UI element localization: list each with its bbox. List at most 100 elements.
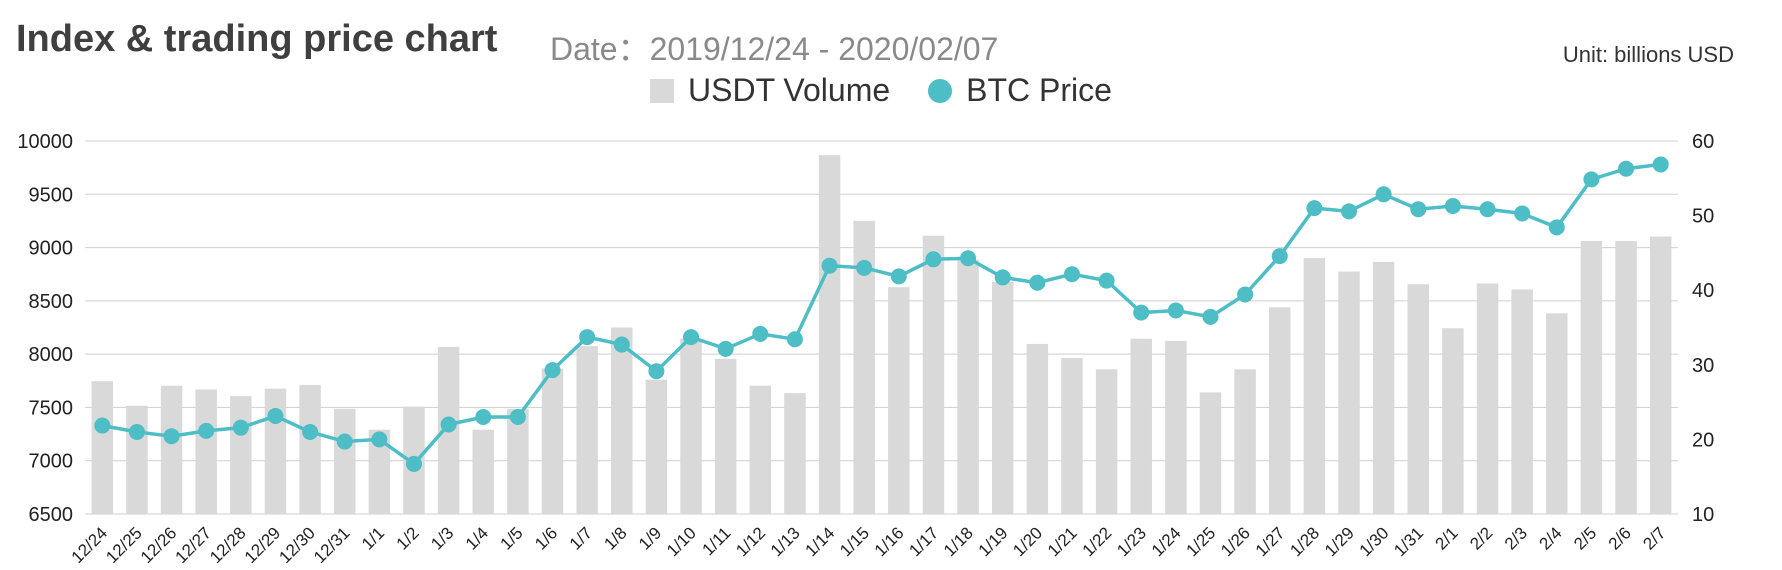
price-point	[752, 325, 769, 342]
price-point	[856, 259, 873, 276]
legend-swatch-price	[928, 78, 953, 103]
price-point	[821, 257, 838, 274]
x-tick-label: 1/26	[1217, 523, 1254, 560]
x-tick-label: 2/4	[1535, 523, 1565, 553]
volume-bar	[1476, 283, 1499, 514]
x-tick-label: 1/3	[427, 523, 457, 553]
y-right-tick-label: 20	[1692, 429, 1714, 451]
volume-bar	[1407, 284, 1430, 514]
price-point	[1167, 302, 1184, 319]
legend-item-volume: USDT Volume	[650, 72, 890, 109]
volume-bar	[645, 379, 668, 514]
y-left-tick-label: 8000	[29, 344, 74, 366]
price-point	[994, 269, 1011, 286]
volume-bar	[1061, 358, 1083, 514]
price-point	[717, 340, 734, 357]
price-line	[101, 162, 1661, 467]
y-left-tick-label: 6500	[29, 504, 74, 526]
price-point	[613, 336, 630, 353]
x-tick-label: 1/22	[1079, 523, 1116, 560]
x-tick-label: 1/13	[767, 523, 804, 560]
x-tick-label: 1/16	[871, 523, 908, 560]
volume-bar	[507, 408, 529, 514]
x-tick-label: 12/28	[206, 523, 250, 567]
price-point	[1479, 201, 1496, 218]
chart-date-range: Date：2019/12/24 - 2020/02/07	[550, 31, 999, 67]
chart-title: Index & trading price chart	[16, 18, 498, 60]
price-point	[1618, 160, 1635, 177]
volume-bar	[126, 405, 148, 514]
volume-bar	[1234, 369, 1256, 514]
x-tick-label: 1/30	[1356, 523, 1393, 560]
x-tick-label: 2/7	[1639, 523, 1669, 553]
volume-bar	[1546, 313, 1568, 514]
x-tick-label: 1/28	[1286, 523, 1323, 560]
price-point	[302, 423, 319, 440]
x-tick-label: 1/7	[566, 523, 596, 553]
price-point	[1583, 171, 1600, 188]
volume-bar	[1442, 328, 1464, 514]
price-point	[1514, 205, 1531, 222]
y-left-tick-label: 9500	[29, 184, 74, 206]
volume-bar	[922, 235, 945, 514]
x-tick-label: 12/24	[68, 523, 112, 567]
price-point	[1652, 156, 1669, 173]
x-tick-label: 2/1	[1432, 523, 1462, 553]
volume-bar	[1095, 369, 1118, 514]
volume-bar	[1269, 307, 1291, 514]
price-point	[1063, 266, 1080, 283]
x-tick-label: 12/26	[137, 523, 181, 567]
volume-bar	[160, 385, 183, 514]
y-right-tick-label: 40	[1692, 280, 1714, 302]
x-tick-label: 1/14	[802, 523, 839, 560]
price-point	[94, 417, 111, 434]
price-point	[1237, 286, 1254, 303]
x-tick-label: 1/4	[462, 523, 492, 553]
volume-bar	[91, 381, 114, 514]
volume-bar	[818, 155, 841, 514]
volume-bar	[1199, 392, 1222, 514]
x-tick-label: 1/20	[1009, 523, 1046, 560]
legend: USDT Volume BTC Price	[650, 72, 1150, 109]
x-tick-label: 12/30	[275, 523, 319, 567]
price-point	[1341, 203, 1358, 220]
y-right-tick-label: 10	[1692, 504, 1714, 526]
price-point	[1029, 274, 1046, 291]
price-point	[163, 428, 180, 445]
volume-bar	[888, 287, 910, 514]
price-point	[405, 455, 422, 472]
x-tick-label: 1/18	[940, 523, 977, 560]
price-point	[1202, 308, 1219, 325]
volume-bar	[611, 327, 633, 514]
x-tick-label: 1/2	[393, 523, 423, 553]
volume-bar	[680, 338, 702, 514]
price-point	[440, 416, 457, 433]
legend-swatch-volume	[650, 78, 674, 103]
x-tick-label: 12/27	[172, 523, 216, 567]
legend-label-price: BTC Price	[966, 72, 1112, 108]
x-tick-label: 1/17	[905, 523, 942, 560]
x-tick-label: 1/15	[836, 523, 873, 560]
price-point	[232, 419, 249, 436]
x-tick-label: 1/19	[975, 523, 1012, 560]
price-point	[1410, 201, 1427, 218]
volume-bar	[368, 429, 391, 514]
price-point	[890, 268, 907, 285]
unit-label: Unit: billions USD	[1562, 42, 1734, 67]
volume-bar	[472, 429, 494, 514]
volume-bar	[1511, 289, 1533, 514]
x-tick-label: 12/29	[241, 523, 285, 567]
volume-bar	[264, 388, 287, 514]
y-right-tick-label: 60	[1692, 131, 1714, 153]
volume-bar	[333, 408, 356, 514]
volume-bar	[1372, 261, 1395, 514]
volume-bar	[1130, 338, 1152, 514]
price-point	[1444, 198, 1461, 215]
x-tick-label: 1/9	[635, 523, 665, 553]
volume-bar	[784, 393, 806, 514]
x-tick-label: 1/24	[1148, 523, 1185, 560]
price-point	[336, 433, 353, 450]
x-tick-label: 1/23	[1113, 523, 1150, 560]
volume-bar	[1580, 240, 1603, 515]
